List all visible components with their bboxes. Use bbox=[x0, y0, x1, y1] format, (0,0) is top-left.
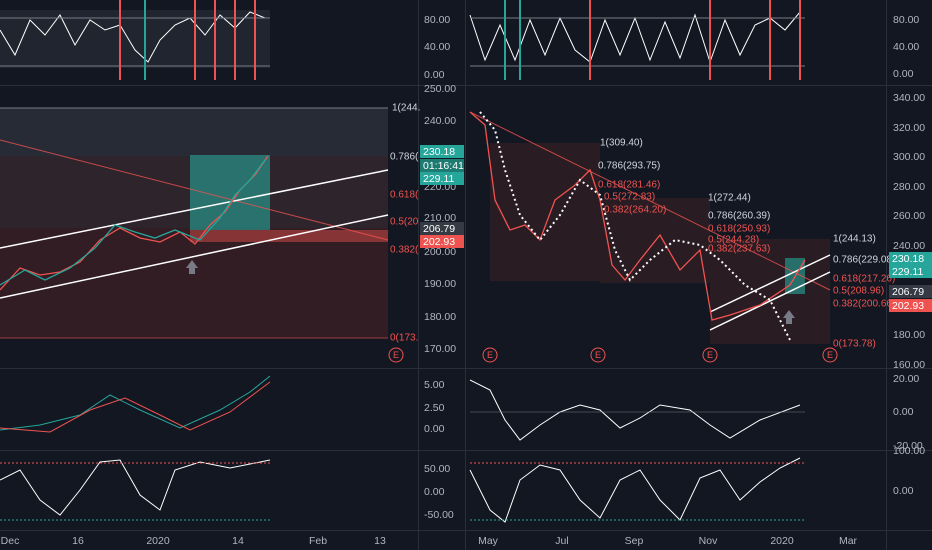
x-axis-label: Nov bbox=[699, 535, 718, 547]
price-tag-text: 206.79 bbox=[892, 286, 924, 298]
axis-label: 190.00 bbox=[424, 278, 456, 290]
x-axis-label: 2020 bbox=[146, 535, 170, 547]
axis-label: 300.00 bbox=[893, 151, 925, 163]
x-axis-label: Dec bbox=[1, 535, 20, 547]
price-tag bbox=[420, 159, 464, 172]
fib-label: 0.786(293.75) bbox=[598, 161, 660, 172]
earnings-marker-text: E bbox=[487, 350, 493, 360]
earnings-marker bbox=[388, 347, 404, 363]
axis-label: 180.00 bbox=[424, 311, 456, 323]
fib-label: 0.382(200.66) bbox=[833, 299, 895, 310]
price-tag-text: 206.79 bbox=[423, 223, 455, 235]
axis-label: 80.00 bbox=[424, 14, 450, 26]
axis-label: 210.00 bbox=[424, 212, 456, 224]
fib-label: 0(173. bbox=[390, 333, 418, 344]
price-tag bbox=[420, 172, 464, 185]
axis-label: 20.00 bbox=[893, 373, 919, 385]
fib-label: 0.382(264.20) bbox=[604, 205, 666, 216]
fib-label: 0.5(272.83) bbox=[604, 192, 655, 203]
price-tag bbox=[420, 222, 464, 235]
fib-label: 1(244.13) bbox=[833, 234, 876, 245]
price-tag-text: 202.93 bbox=[423, 236, 455, 248]
x-axis-label: 16 bbox=[72, 535, 84, 547]
axis-label: 2.50 bbox=[424, 402, 445, 414]
fib-label: 0.786( bbox=[390, 152, 419, 163]
fib-label: 0.5(244.28) bbox=[708, 235, 759, 246]
fib-label: 0.382(237.63) bbox=[708, 244, 770, 255]
price-tag-text: 229.11 bbox=[892, 266, 923, 278]
axis-label: 0.00 bbox=[424, 486, 445, 498]
price-tag bbox=[889, 285, 932, 298]
price-tag-text: 230.18 bbox=[892, 253, 924, 265]
fib-label: 0.5(208.96) bbox=[833, 286, 884, 297]
x-axis-label: Sep bbox=[625, 535, 644, 547]
x-axis-label: Mar bbox=[839, 535, 858, 547]
axis-label: -50.00 bbox=[424, 509, 454, 521]
x-axis-label: 13 bbox=[374, 535, 386, 547]
fib-label: 0.5(20 bbox=[390, 217, 419, 228]
axis-label: 0.00 bbox=[424, 423, 445, 435]
fib-label: 0.786(260.39) bbox=[708, 211, 770, 222]
earnings-marker bbox=[702, 347, 718, 363]
earnings-marker-text: E bbox=[595, 350, 601, 360]
axis-label: 40.00 bbox=[893, 41, 919, 53]
axis-label: 100.00 bbox=[893, 445, 925, 457]
axis-label: 5.00 bbox=[424, 379, 445, 391]
x-axis-label: May bbox=[478, 535, 499, 547]
axis-label: 170.00 bbox=[424, 343, 456, 355]
fib-label: 0.618(281.46) bbox=[598, 180, 660, 191]
earnings-marker-text: E bbox=[827, 350, 833, 360]
fib-label: 0(173.78) bbox=[833, 339, 876, 350]
earnings-marker bbox=[822, 347, 838, 363]
fib-label: 0.786(229.08) bbox=[833, 255, 895, 266]
x-axis-label: Feb bbox=[309, 535, 327, 547]
fib-label: 1(244. bbox=[392, 103, 420, 114]
x-axis-label: 14 bbox=[232, 535, 244, 547]
left-drawings bbox=[0, 0, 389, 521]
axis-label: 280.00 bbox=[893, 181, 925, 193]
x-axis-label: Jul bbox=[555, 535, 568, 547]
earnings-marker bbox=[482, 347, 498, 363]
price-tag-text: 01:16:41 bbox=[423, 160, 464, 172]
price-tag-text: 229.11 bbox=[423, 173, 454, 185]
earnings-marker bbox=[590, 347, 606, 363]
right-drawings bbox=[469, 0, 831, 523]
price-tag bbox=[889, 252, 932, 265]
axis-label: 50.00 bbox=[424, 463, 450, 475]
axis-label: 40.00 bbox=[424, 41, 450, 53]
axis-label: -20.00 bbox=[893, 440, 923, 452]
axis-label: 250.00 bbox=[424, 83, 456, 95]
axis-label: 340.00 bbox=[893, 92, 925, 104]
price-tag-text: 230.18 bbox=[423, 146, 455, 158]
axis-label: 320.00 bbox=[893, 122, 925, 134]
earnings-marker-text: E bbox=[707, 350, 713, 360]
axis-label: 200.00 bbox=[424, 246, 456, 258]
price-tag bbox=[420, 145, 464, 158]
fib-label: 0.618(217.26) bbox=[833, 274, 895, 285]
x-axis-label: 2020 bbox=[770, 535, 794, 547]
axis-label: 180.00 bbox=[893, 329, 925, 341]
axis-label: 0.00 bbox=[893, 406, 914, 418]
axis-label: 260.00 bbox=[893, 210, 925, 222]
price-tag bbox=[889, 299, 932, 312]
fib-label: 0.618( bbox=[390, 190, 419, 201]
fib-label: 0.382( bbox=[390, 245, 419, 256]
fib-label: 1(272.44) bbox=[708, 193, 751, 204]
axis-label: 0.00 bbox=[893, 485, 914, 497]
price-tag bbox=[889, 265, 932, 278]
earnings-marker-text: E bbox=[393, 350, 399, 360]
fib-label: 1(309.40) bbox=[600, 138, 643, 149]
axis-label: 240.00 bbox=[424, 115, 456, 127]
axis-label: 0.00 bbox=[424, 69, 445, 81]
price-tag-text: 202.93 bbox=[892, 300, 924, 312]
fib-label: 0.618(250.93) bbox=[708, 224, 770, 235]
axis-label: 80.00 bbox=[893, 14, 919, 26]
axis-label: 0.00 bbox=[893, 68, 914, 80]
axis-label: 240.00 bbox=[893, 240, 925, 252]
axis-label: 160.00 bbox=[893, 359, 925, 371]
price-tag bbox=[420, 235, 464, 248]
